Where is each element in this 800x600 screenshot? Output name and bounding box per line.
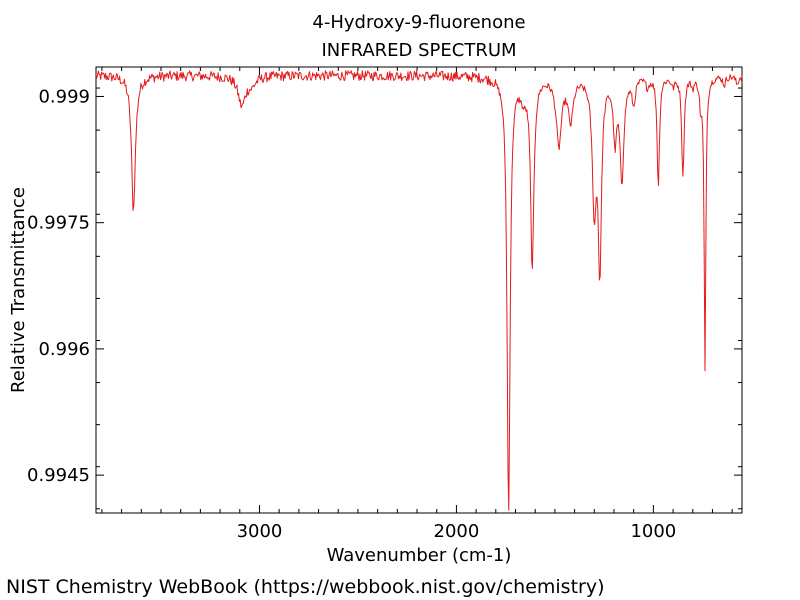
x-tick-label: 2000 [434, 521, 480, 542]
y-tick-label: 0.9945 [27, 465, 90, 486]
series-line-transmittance [95, 70, 743, 511]
chart-subtitle: INFRARED SPECTRUM [321, 40, 516, 61]
axes [95, 66, 743, 514]
ticks: 3000 2000 1000 0.999 0.9975 0.996 0.9945 [27, 67, 742, 542]
y-tick-label: 0.996 [38, 339, 90, 360]
source-credit: NIST Chemistry WebBook (https://webbook.… [6, 576, 605, 598]
plot-frame [95, 66, 743, 514]
chart-title: 4-Hydroxy-9-fluorenone [312, 12, 525, 33]
y-axis-label: Relative Transmittance [8, 187, 29, 393]
y-tick-label: 0.9975 [27, 213, 90, 234]
x-tick-label: 3000 [237, 521, 283, 542]
x-tick-label: 1000 [630, 521, 676, 542]
y-tick-label: 0.999 [38, 86, 90, 107]
x-axis-label: Wavenumber (cm-1) [327, 545, 512, 566]
